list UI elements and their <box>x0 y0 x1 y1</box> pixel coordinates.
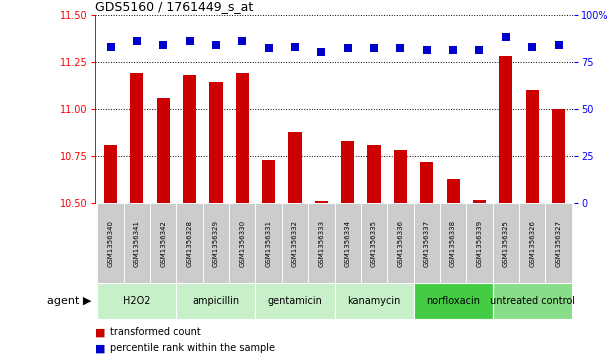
Bar <box>97 283 177 319</box>
Bar <box>236 73 249 203</box>
Text: GSM1356339: GSM1356339 <box>477 220 483 267</box>
Bar <box>499 56 513 203</box>
Text: GSM1356332: GSM1356332 <box>292 220 298 267</box>
Bar <box>210 82 222 203</box>
Point <box>554 42 563 48</box>
Point <box>501 34 511 40</box>
Point <box>132 38 142 44</box>
Bar <box>255 283 334 319</box>
Bar <box>367 145 381 203</box>
Bar <box>282 203 308 283</box>
Text: agent ▶: agent ▶ <box>47 296 92 306</box>
Bar <box>308 203 334 283</box>
Bar <box>203 203 229 283</box>
Bar <box>255 203 282 283</box>
Bar <box>315 201 328 203</box>
Text: GSM1356330: GSM1356330 <box>240 220 245 267</box>
Text: ampicillin: ampicillin <box>192 296 240 306</box>
Bar <box>414 283 492 319</box>
Bar <box>473 200 486 203</box>
Bar <box>123 203 150 283</box>
Text: untreated control: untreated control <box>489 296 575 306</box>
Bar <box>334 203 361 283</box>
Bar <box>525 90 539 203</box>
Point <box>158 42 168 48</box>
Bar <box>341 141 354 203</box>
Text: GSM1356335: GSM1356335 <box>371 220 377 267</box>
Text: ■: ■ <box>95 327 105 337</box>
Bar <box>334 283 414 319</box>
Point <box>211 42 221 48</box>
Point <box>106 44 115 49</box>
Text: GDS5160 / 1761449_s_at: GDS5160 / 1761449_s_at <box>95 0 253 13</box>
Text: ■: ■ <box>95 343 105 354</box>
Text: GSM1356326: GSM1356326 <box>529 220 535 267</box>
Point <box>316 49 326 55</box>
Bar <box>387 203 414 283</box>
Text: GSM1356328: GSM1356328 <box>186 220 192 267</box>
Text: GSM1356327: GSM1356327 <box>555 220 562 267</box>
Text: GSM1356342: GSM1356342 <box>160 220 166 267</box>
Text: GSM1356340: GSM1356340 <box>108 220 114 267</box>
Text: norfloxacin: norfloxacin <box>426 296 480 306</box>
Bar <box>288 131 302 203</box>
Point <box>264 46 274 52</box>
Bar <box>519 203 546 283</box>
Point <box>238 38 247 44</box>
Text: GSM1356337: GSM1356337 <box>424 220 430 267</box>
Point <box>185 38 194 44</box>
Text: GSM1356334: GSM1356334 <box>345 220 351 267</box>
Text: GSM1356333: GSM1356333 <box>318 220 324 267</box>
Bar <box>420 162 433 203</box>
Bar <box>492 283 572 319</box>
Point <box>475 48 485 53</box>
Text: percentile rank within the sample: percentile rank within the sample <box>110 343 275 354</box>
Text: GSM1356338: GSM1356338 <box>450 220 456 267</box>
Text: kanamycin: kanamycin <box>348 296 401 306</box>
Bar <box>177 203 203 283</box>
Point <box>290 44 300 49</box>
Bar <box>97 203 123 283</box>
Text: H2O2: H2O2 <box>123 296 151 306</box>
Text: GSM1356336: GSM1356336 <box>397 220 403 267</box>
Bar <box>552 109 565 203</box>
Bar <box>440 203 466 283</box>
Bar <box>447 179 459 203</box>
Text: gentamicin: gentamicin <box>268 296 323 306</box>
Point <box>422 48 431 53</box>
Text: transformed count: transformed count <box>110 327 201 337</box>
Bar <box>414 203 440 283</box>
Bar <box>492 203 519 283</box>
Bar <box>546 203 572 283</box>
Bar <box>183 75 196 203</box>
Text: GSM1356329: GSM1356329 <box>213 220 219 267</box>
Text: GSM1356325: GSM1356325 <box>503 220 509 267</box>
Point <box>395 46 405 52</box>
Point <box>527 44 537 49</box>
Bar <box>361 203 387 283</box>
Bar <box>150 203 177 283</box>
Point <box>369 46 379 52</box>
Bar <box>104 145 117 203</box>
Bar <box>466 203 492 283</box>
Bar <box>177 283 255 319</box>
Bar <box>130 73 144 203</box>
Text: GSM1356331: GSM1356331 <box>266 220 272 267</box>
Point <box>343 46 353 52</box>
Bar <box>229 203 255 283</box>
Bar <box>262 160 275 203</box>
Bar <box>156 98 170 203</box>
Text: GSM1356341: GSM1356341 <box>134 220 140 267</box>
Bar <box>394 150 407 203</box>
Point <box>448 48 458 53</box>
